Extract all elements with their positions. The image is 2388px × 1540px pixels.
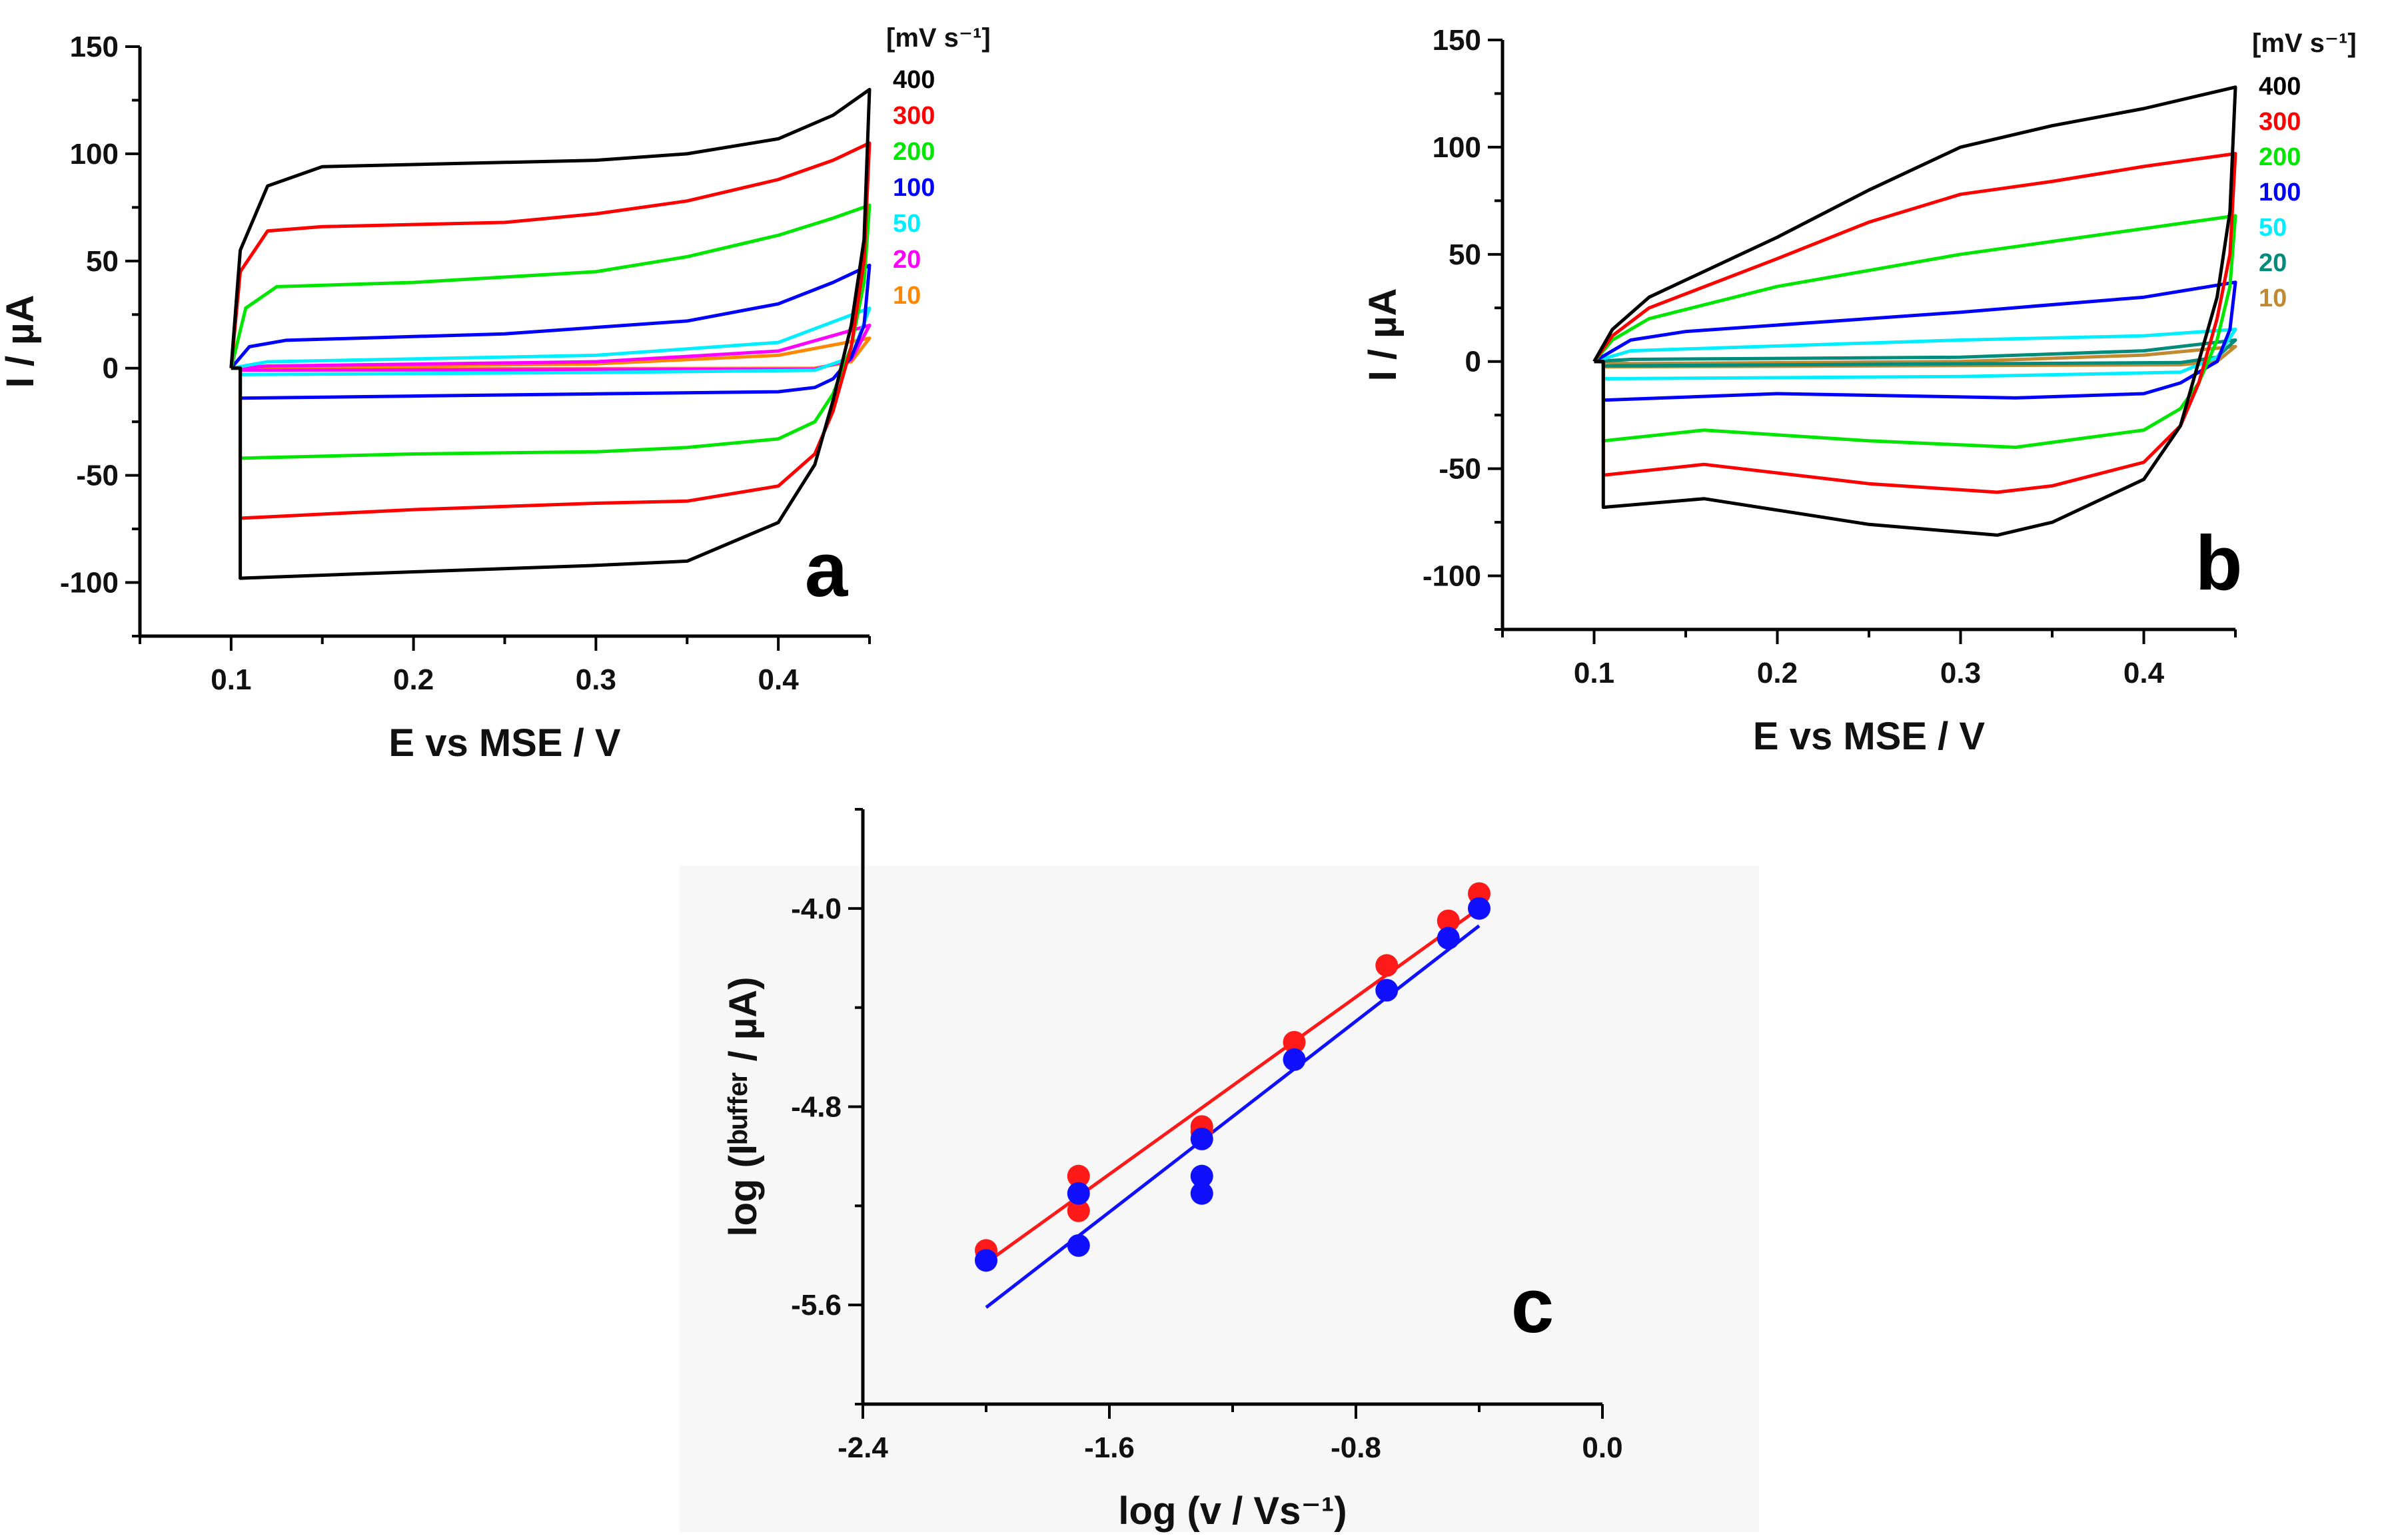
panel-a-y-axis-title: I / µA: [0, 295, 42, 388]
panel-a-legend-400: 400: [893, 66, 935, 94]
panel-b-y-tick-label: -50: [1439, 453, 1481, 486]
panel-b-y-tick-label: 150: [1433, 24, 1481, 57]
panel-c-point-0: [1067, 1164, 1090, 1188]
panel-c-y-axis-title: log (Iᵇᵘᶠᶠᵉʳ / µA): [722, 976, 765, 1236]
panel-c-point-0: [1283, 1030, 1306, 1054]
panel-c-point-1: [975, 1249, 997, 1272]
panel-b-x-tick-label: 0.4: [2123, 657, 2165, 689]
panel-a-y-tick-label: 150: [70, 31, 119, 63]
panel-b-y-tick-label: 50: [1449, 238, 1481, 271]
panel-b-legend-10: 10: [2259, 284, 2287, 312]
panel-a-y-tick-label: 0: [103, 352, 119, 385]
panel-c-x-tick-label: -2.4: [838, 1431, 888, 1464]
panel-a-x-tick-label: 0.3: [576, 663, 616, 696]
panel-b-x-tick-label: 0.2: [1757, 657, 1798, 689]
panel-a-legend-100: 100: [893, 174, 935, 202]
panel-a: 0.1 0.2 0.3 0.4 -100 -50 0 50 100 150 E vs MSE / V…: [0, 23, 991, 765]
panel-c-point-1: [1190, 1164, 1213, 1188]
panel-b-y-tick-label: 0: [1465, 346, 1481, 378]
panel-a-legend-300: 300: [893, 102, 935, 130]
panel-c-point-1: [1067, 1182, 1090, 1205]
panel-c-point-1: [1468, 897, 1491, 920]
panel-a-y-tick-label: -100: [60, 567, 119, 599]
panel-a-legend-50: 50: [893, 210, 921, 238]
panel-b: 0.1 0.2 0.3 0.4 -100 -50 0 50 100 150 E vs MSE / V…: [1361, 24, 2357, 758]
panel-a-curve-100: [229, 263, 872, 400]
panel-c-x-tick-label: -0.8: [1331, 1431, 1381, 1464]
panel-b-curve-200: [1592, 214, 2237, 449]
panel-b-y-axis-title: I / µA: [1361, 288, 1405, 382]
panel-c-point-1: [1283, 1048, 1306, 1071]
panel-b-legend-100: 100: [2259, 179, 2301, 206]
panel-a-x-tick-label: 0.2: [393, 663, 434, 696]
panel-a-y-tick-label: 100: [70, 138, 119, 171]
panel-c-point-1: [1190, 1127, 1213, 1150]
panel-c-point-1: [1437, 927, 1460, 950]
panel-c-y-tick-label: -5.6: [791, 1289, 842, 1322]
panel-b-legend-200: 200: [2259, 143, 2301, 171]
panel-c-panel-label: c: [1511, 1262, 1554, 1349]
panel-b-panel-label: b: [2195, 520, 2243, 606]
panel-a-x-tick-label: 0.1: [211, 663, 251, 696]
panel-a-legend-20: 20: [893, 246, 921, 274]
panel-c-point-1: [1067, 1234, 1090, 1257]
panel-a-legend-10: 10: [893, 282, 921, 310]
panel-b-legend-20: 20: [2259, 249, 2287, 277]
panel-b-legend-50: 50: [2259, 214, 2287, 242]
panel-c-point-0: [1437, 909, 1460, 933]
panel-a-y-tick-label: -50: [76, 460, 119, 492]
panel-a-legend-title: [mV s⁻¹]: [886, 23, 991, 53]
panel-c-point-0: [1375, 954, 1399, 977]
panel-c-background: [680, 866, 1759, 1532]
panel-b-x-tick-label: 0.1: [1574, 657, 1614, 689]
panel-c-point-1: [1190, 1182, 1213, 1205]
panel-a-curve-400: [229, 87, 872, 580]
panel-a-y-tick-label: 50: [86, 245, 119, 278]
panel-c-y-tick-label: -4.8: [791, 1091, 842, 1124]
panel-c-x-tick-label: -1.6: [1084, 1431, 1135, 1464]
panel-b-curve-400: [1592, 85, 2237, 537]
panel-c: -2.4 -1.6 -0.8 0.0 -5.6 -4.8 -4.0 log (v / Vs⁻¹…: [722, 808, 1623, 1533]
panel-a-x-axis-title: E vs MSE / V: [388, 721, 620, 765]
panel-b-legend-300: 300: [2259, 108, 2301, 136]
panel-a-legend-200: 200: [893, 138, 935, 166]
panel-b-legend-400: 400: [2259, 73, 2301, 101]
panel-c-x-axis-title: log (v / Vs⁻¹): [1118, 1489, 1347, 1533]
panel-b-x-tick-label: 0.3: [1940, 657, 1981, 689]
panel-b-y-tick-label: 100: [1433, 131, 1481, 164]
panel-a-panel-label: a: [805, 526, 849, 613]
panel-b-curve-100: [1593, 280, 2237, 402]
panel-c-point-0: [1067, 1199, 1090, 1222]
panel-a-curve-300: [229, 141, 872, 520]
panel-b-x-axis-title: E vs MSE / V: [1753, 715, 1985, 758]
panel-a-x-tick-label: 0.4: [758, 663, 800, 696]
panel-b-curve-300: [1592, 152, 2237, 494]
panel-b-y-tick-label: -100: [1423, 560, 1481, 593]
panel-b-legend-title: [mV s⁻¹]: [2252, 29, 2357, 58]
panel-c-y-tick-label: -4.0: [791, 893, 842, 925]
panel-c-x-tick-label: 0.0: [1582, 1431, 1622, 1464]
panel-c-point-1: [1375, 978, 1399, 1002]
